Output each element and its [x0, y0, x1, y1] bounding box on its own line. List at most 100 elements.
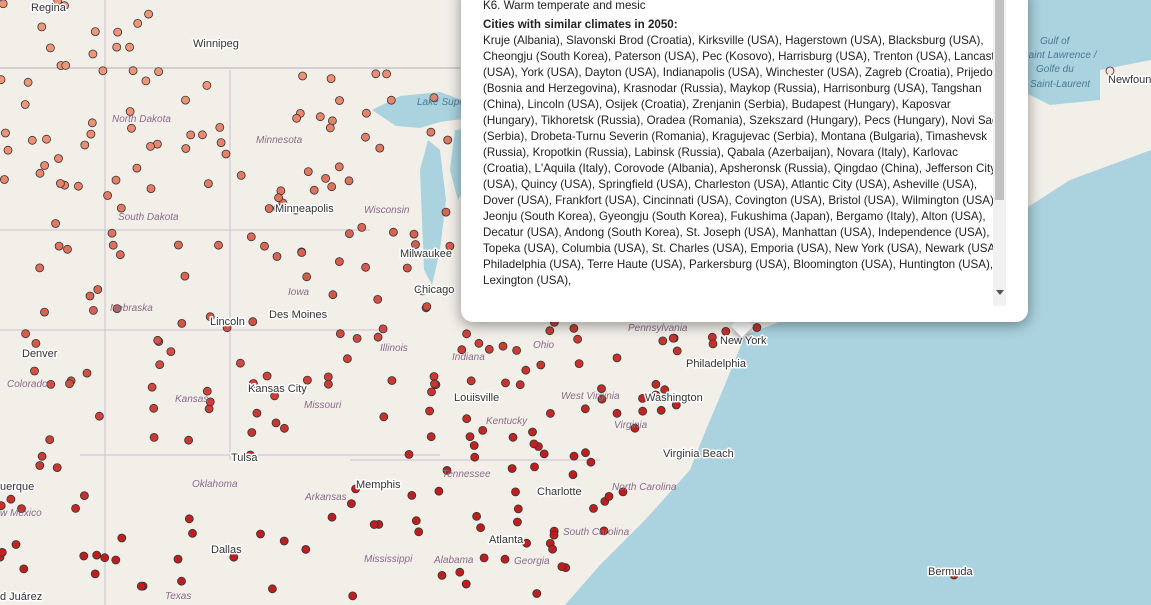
map-label-city: Lincoln — [210, 316, 245, 328]
city-marker — [315, 112, 325, 122]
map-label-state: West Virginia — [561, 391, 620, 402]
city-marker — [173, 554, 183, 564]
map-label-city: Dallas — [211, 544, 242, 556]
scroll-down-arrow[interactable] — [996, 290, 1004, 295]
city-marker — [181, 144, 191, 153]
city-marker — [252, 408, 262, 418]
city-marker — [442, 465, 452, 475]
map-label-city: Des Moines — [269, 309, 328, 321]
city-marker — [501, 378, 510, 388]
city-marker — [573, 334, 582, 344]
city-marker — [37, 451, 47, 461]
city-marker — [256, 529, 265, 539]
map-label-city: Atlanta — [489, 534, 524, 546]
city-marker — [402, 263, 412, 273]
city-marker — [186, 130, 196, 140]
city-marker — [327, 512, 337, 522]
city-marker — [40, 161, 49, 170]
city-marker — [23, 77, 33, 87]
city-marker — [270, 391, 280, 401]
city-marker — [656, 405, 666, 415]
city-marker — [46, 43, 55, 53]
city-marker — [236, 170, 246, 180]
map-label-state: Iowa — [288, 287, 310, 298]
city-marker — [309, 185, 319, 195]
city-marker — [279, 536, 289, 546]
city-marker — [651, 390, 661, 400]
city-marker — [379, 412, 389, 422]
city-marker — [60, 1, 69, 11]
city-marker — [532, 589, 542, 598]
city-marker — [569, 451, 579, 461]
city-marker — [604, 491, 614, 501]
city-marker — [115, 250, 125, 260]
city-marker — [546, 408, 555, 418]
city-marker — [334, 257, 344, 267]
city-marker — [95, 411, 104, 421]
city-marker — [357, 222, 367, 232]
city-marker — [61, 61, 71, 70]
city-marker — [498, 341, 508, 351]
city-marker — [434, 486, 444, 496]
city-marker — [660, 385, 670, 395]
city-marker — [437, 571, 447, 580]
city-marker — [303, 167, 313, 177]
map-label-state: Mississippi — [364, 554, 413, 565]
city-marker — [352, 333, 362, 343]
popup-content: K6. Warm temperate and mesic Cities with… — [483, 0, 1007, 304]
city-marker — [35, 461, 45, 470]
city-marker — [98, 66, 108, 76]
city-marker — [378, 324, 388, 334]
map-label-city: Tulsa — [231, 452, 258, 464]
city-marker — [574, 359, 584, 369]
city-marker — [361, 108, 371, 118]
city-marker — [21, 329, 31, 339]
city-marker — [462, 329, 472, 339]
city-marker — [80, 491, 89, 501]
city-marker — [530, 462, 539, 472]
city-marker — [672, 346, 682, 356]
map-label-city: Bermuda — [928, 566, 974, 578]
city-marker — [469, 441, 479, 450]
city-marker — [361, 132, 370, 142]
city-marker — [344, 229, 354, 239]
city-marker — [149, 432, 159, 442]
city-marker — [589, 503, 598, 513]
city-marker — [321, 173, 331, 183]
map-label-state: Pennsylvania — [628, 323, 688, 334]
city-marker — [638, 406, 648, 416]
city-marker — [441, 207, 451, 217]
city-marker — [426, 432, 436, 442]
map-label-state: North Dakota — [112, 114, 171, 125]
city-marker — [267, 584, 277, 594]
city-marker — [71, 503, 80, 513]
city-marker — [153, 335, 163, 345]
popup[interactable]: K6. Warm temperate and mesic Cities with… — [461, 0, 1028, 322]
city-marker — [205, 312, 215, 322]
city-marker — [388, 227, 398, 237]
scrollbar[interactable] — [993, 0, 1006, 306]
city-marker — [500, 554, 510, 564]
map-label-state: Minnesota — [256, 135, 303, 146]
city-marker — [0, 75, 6, 85]
city-marker — [27, 135, 37, 145]
city-marker — [302, 375, 312, 385]
city-marker — [461, 579, 471, 589]
city-marker — [557, 562, 567, 571]
city-marker — [93, 285, 103, 294]
city-marker — [0, 175, 9, 184]
city-marker — [188, 528, 197, 538]
map-label-water: Saint Lawrence / — [1022, 50, 1098, 61]
city-marker — [375, 143, 385, 153]
city-marker — [612, 353, 622, 363]
city-marker — [515, 380, 525, 390]
city-marker — [292, 113, 302, 123]
lake-superior — [372, 92, 470, 128]
city-marker — [79, 551, 89, 561]
map-label-city: Virginia Beach — [663, 448, 734, 460]
city-marker — [581, 448, 590, 458]
city-marker — [0, 501, 6, 510]
scrollbar-thumb[interactable] — [995, 0, 1004, 200]
city-marker — [568, 470, 578, 480]
